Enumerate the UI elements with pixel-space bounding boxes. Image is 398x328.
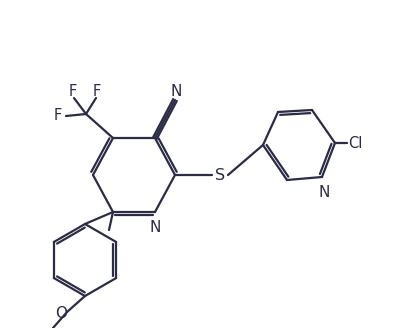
Text: F: F <box>69 85 77 99</box>
Text: Cl: Cl <box>348 135 362 151</box>
Text: S: S <box>215 168 225 182</box>
Text: O: O <box>55 306 67 321</box>
Text: N: N <box>170 85 182 99</box>
Text: F: F <box>93 85 101 99</box>
Text: F: F <box>54 109 62 124</box>
Text: N: N <box>149 220 161 235</box>
Text: N: N <box>318 185 330 200</box>
